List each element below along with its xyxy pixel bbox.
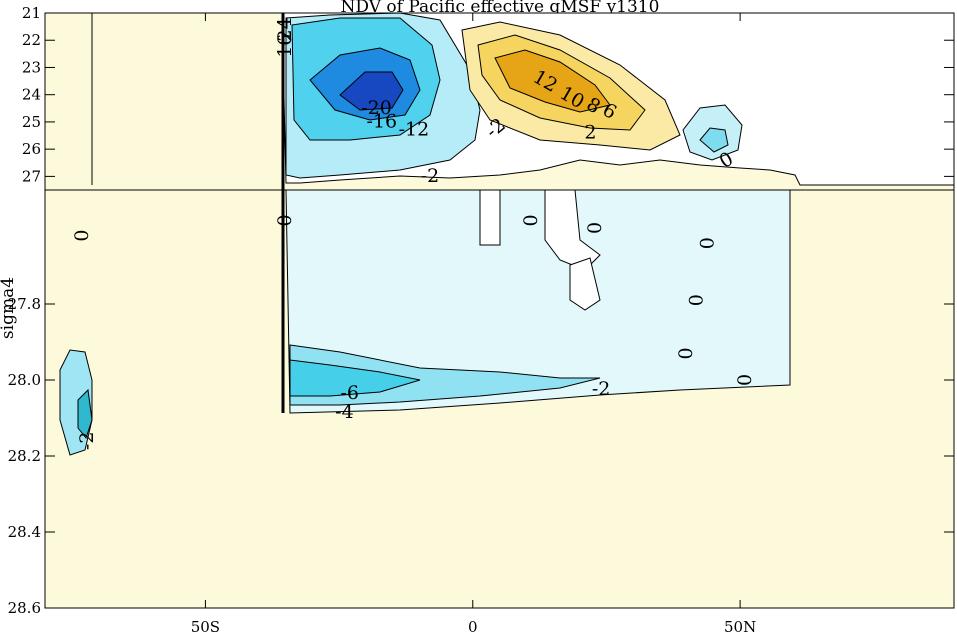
contour-label: 24 <box>274 17 296 41</box>
plot-frame <box>44 12 955 609</box>
contour-label: -16 <box>367 110 398 132</box>
contour-label: -20 <box>361 97 392 119</box>
contour-label: -12 <box>399 119 430 141</box>
contour-label: 16 <box>274 34 296 58</box>
contour-label: 0 <box>686 294 708 306</box>
contour-label: -2 <box>421 165 440 187</box>
zero-patch-2 <box>544 189 601 271</box>
positive-lobe-strong <box>494 49 611 113</box>
contour-label: 0 <box>584 222 606 234</box>
abyssal-negative-core <box>289 359 421 397</box>
contour-label: 0 <box>520 214 542 226</box>
contour-label: -4 <box>335 401 354 423</box>
y-tick-label: 22 <box>22 31 41 49</box>
x-tick-label: 50N <box>724 618 756 636</box>
y-tick-label: 28.2 <box>8 447 41 465</box>
y-tick-label: 24 <box>22 86 41 104</box>
y-tick-label: 27 <box>22 167 41 185</box>
y-tick-label: 26 <box>22 140 41 158</box>
y-tick-label: 27.8 <box>8 295 41 313</box>
negative-eddy-45n-core <box>699 127 729 153</box>
contour-label: -2 <box>592 378 611 400</box>
y-tick-label: 21 <box>22 4 41 22</box>
contour-label: -6 <box>341 382 360 404</box>
y-tick-label: 28.0 <box>8 371 41 389</box>
y-axis-label: sigma4 <box>0 277 18 339</box>
x-tick-label: 0 <box>468 618 478 636</box>
contour-label: 2 <box>584 121 596 143</box>
contour-label: 0 <box>274 214 296 226</box>
axes: 50S 0 50N 21 22 23 24 25 26 27 27.8 28.0 28.2 28.4 28.… <box>8 4 954 636</box>
y-tick-label: 25 <box>22 113 41 131</box>
contour-label: 0 <box>71 230 93 242</box>
contour-label: 0 <box>675 347 697 359</box>
y-tick-label: 23 <box>22 58 41 76</box>
zero-patch-1 <box>479 189 501 246</box>
y-tick-label: 28.4 <box>8 523 41 541</box>
contour-fields <box>45 13 954 608</box>
x-tick-label: 50S <box>191 618 220 636</box>
zero-patch-3 <box>569 257 601 311</box>
contour-label: 0 <box>696 237 718 249</box>
contour-label: 0 <box>734 374 756 386</box>
negative-lobe-max <box>339 71 404 111</box>
southern-negative-core <box>77 388 93 440</box>
y-tick-label: 28.6 <box>8 599 41 617</box>
contour-label: -2 <box>76 432 98 451</box>
